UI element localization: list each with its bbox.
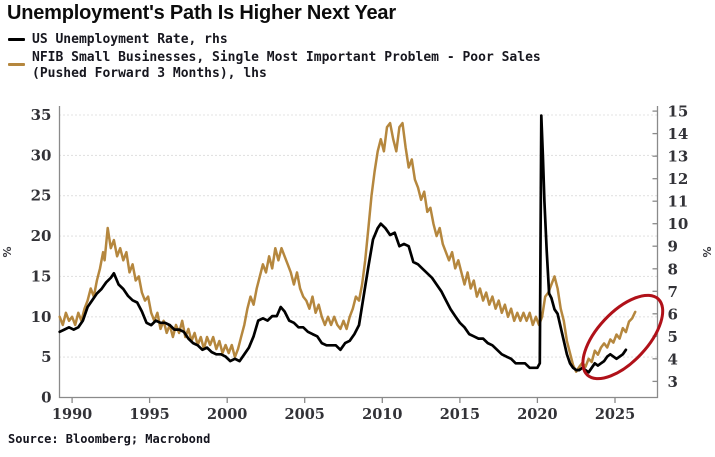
x-tick-label: 2020 — [517, 406, 557, 423]
nfib-poor-sales-line — [58, 121, 637, 373]
right-tick-label: 3 — [668, 373, 678, 391]
unemployment-rate-line — [58, 114, 628, 374]
right-axis-unit-label: % — [700, 246, 713, 257]
legend-item-unemployment: US Unemployment Rate, rhs — [8, 32, 541, 47]
legend-label-unemployment: US Unemployment Rate, rhs — [32, 32, 228, 47]
right-tick-label: 15 — [668, 103, 689, 121]
left-tick-label: 25 — [31, 187, 52, 205]
left-tick-label: 10 — [31, 308, 52, 326]
right-tick-label: 5 — [668, 328, 678, 346]
right-tick-label: 9 — [668, 238, 678, 256]
left-tick-label: 15 — [31, 267, 52, 285]
x-tick-label: 2005 — [285, 406, 325, 423]
x-tick-label: 2025 — [595, 406, 635, 423]
left-tick-label: 30 — [31, 146, 52, 164]
source-note: Source: Bloomberg; Macrobond — [8, 432, 211, 446]
left-tick-label: 20 — [31, 227, 52, 245]
left-tick-label: 0 — [41, 389, 51, 407]
right-tick-label: 11 — [668, 193, 689, 211]
left-tick-label: 35 — [31, 106, 52, 124]
x-tick-label: 2010 — [362, 406, 402, 423]
x-tick-label: 2015 — [440, 406, 480, 423]
nfib-line-swatch — [8, 63, 25, 67]
chart-title: Unemployment's Path Is Higher Next Year — [7, 2, 396, 24]
right-tick-label: 14 — [668, 125, 689, 143]
unemployment-line-swatch — [8, 38, 25, 41]
legend-label-nfib-poor-sales: NFIB Small Businesses, Single Most Impor… — [32, 50, 541, 81]
left-tick-label: 5 — [41, 348, 51, 366]
left-axis-unit-label: % — [1, 246, 14, 257]
right-tick-label: 13 — [668, 148, 689, 166]
right-tick-label: 10 — [668, 215, 689, 233]
right-tick-label: 4 — [668, 350, 678, 368]
legend-item-nfib-poor-sales: NFIB Small Businesses, Single Most Impor… — [8, 50, 541, 81]
right-tick-label: 6 — [668, 305, 678, 323]
x-tick-label: 1995 — [129, 406, 169, 423]
x-tick-label: 1990 — [52, 406, 92, 423]
highlight-ellipse — [581, 293, 665, 381]
right-tick-label: 8 — [668, 260, 678, 278]
right-tick-label: 7 — [668, 283, 678, 301]
x-tick-label: 2000 — [207, 406, 247, 423]
legend: US Unemployment Rate, rhs NFIB Small Bus… — [8, 32, 541, 81]
right-tick-label: 12 — [668, 170, 689, 188]
plot-frame — [58, 106, 659, 399]
